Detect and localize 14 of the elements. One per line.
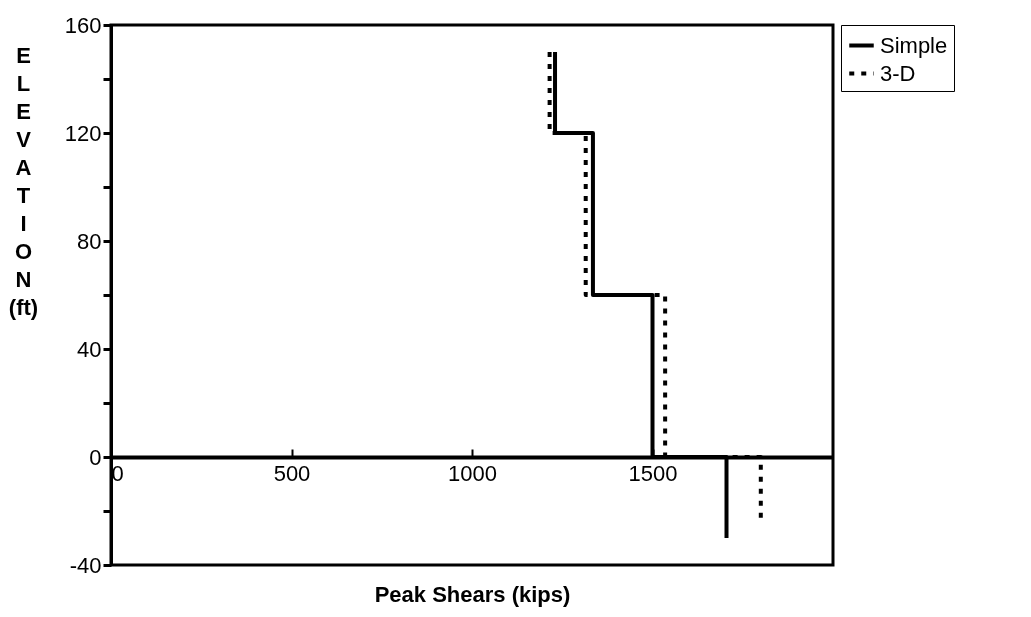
y-tick-label: 160 [64, 12, 102, 38]
x-tick-label: 0 [111, 460, 124, 486]
y-tick-label: 80 [77, 228, 102, 254]
x-tick-label: 500 [273, 460, 311, 486]
x-tick-label: 1500 [628, 460, 678, 486]
y-tick-label: 40 [77, 336, 102, 362]
x-tick-label: 1000 [448, 460, 497, 486]
y-tick-label: -40 [69, 552, 102, 578]
legend-label: 3-D [880, 60, 916, 86]
text: ELEVATION (ft) [8, 42, 39, 320]
y-tick-label: 0 [89, 444, 102, 470]
x-axis-title: Peak Shears (kips) [374, 581, 571, 607]
y-tick-label: 120 [64, 120, 102, 146]
legend-label: Simple [880, 32, 948, 58]
